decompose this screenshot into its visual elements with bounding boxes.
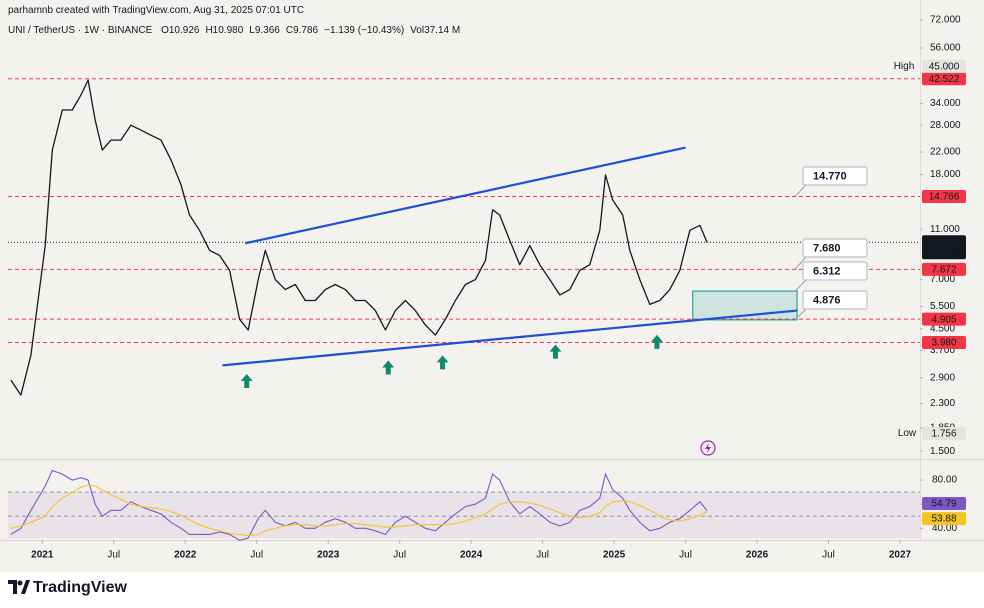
price-line-tag: 7.672	[931, 265, 956, 276]
logo-text: TradingView	[33, 579, 128, 596]
price-line-tag: 3.980	[931, 338, 956, 349]
callout-leader	[794, 256, 807, 270]
legend: UNI / TetherUS · 1W · BINANCE O10.926 H10…	[8, 25, 466, 36]
rsi-y-tick-label: 80.00	[932, 475, 957, 486]
y-tick-label: 3.700	[930, 345, 955, 356]
rsi-y-tick-label: 40.00	[932, 523, 957, 534]
rsi-tag: 53.88	[931, 514, 956, 525]
alert-icon	[700, 440, 716, 456]
ohlc-value: −1.139 (−10.43%)	[324, 25, 405, 36]
callout-leader	[794, 279, 807, 292]
trendline	[222, 309, 798, 367]
high-value: 45.000	[929, 62, 960, 73]
callout-label: 14.770	[813, 170, 847, 182]
callout-box	[802, 290, 868, 310]
y-tick-label: 22.000	[930, 147, 961, 158]
rsi-band	[8, 492, 920, 538]
price-line-tag-bg	[922, 72, 966, 86]
low-tag: Low	[898, 428, 917, 439]
rsi-series	[10, 484, 708, 537]
y-tick-label: 72.000	[930, 15, 961, 26]
countdown: 16:58:30	[925, 248, 964, 259]
rsi-tag-bg	[922, 497, 966, 511]
y-tick-label: 56.000	[930, 43, 961, 54]
x-tick-label: 2025	[603, 550, 626, 561]
x-tick-label: Jul	[536, 550, 549, 561]
x-tick-label: 2024	[460, 550, 483, 561]
high-tag: High	[894, 61, 915, 72]
support-arrow	[436, 355, 449, 370]
price-series	[10, 79, 708, 396]
price-line-tag: 42.522	[929, 74, 960, 85]
y-tick-label: 1.500	[930, 446, 955, 457]
callout-label: 6.312	[813, 265, 841, 277]
low-value-bg	[922, 427, 966, 441]
logo-icon	[8, 580, 30, 594]
low-value: 1.756	[931, 429, 956, 440]
support-arrow	[549, 344, 562, 359]
x-tick-label: 2026	[746, 550, 769, 561]
price-line-tag-bg	[922, 262, 966, 276]
rsi-tag-bg	[922, 512, 966, 526]
callout-box	[802, 238, 868, 258]
trendline	[245, 146, 686, 245]
ohlc-value: Vol37.14 M	[410, 25, 461, 36]
rsi-tag: 54.79	[931, 499, 956, 510]
high-value-bg	[922, 59, 966, 73]
ohlc-value: O10.926	[161, 25, 200, 36]
callout-box	[802, 166, 868, 186]
y-tick-label: 34.000	[930, 98, 961, 109]
callout-label: 7.680	[813, 242, 841, 254]
support-arrow	[382, 360, 395, 375]
price-line-tag: 4.905	[931, 314, 956, 325]
y-tick-label: 18.000	[930, 169, 961, 180]
credit: parhamnb created with TradingView.com, A…	[8, 5, 305, 16]
callout-box	[802, 261, 868, 281]
ohlc-value: C9.786	[285, 25, 319, 36]
x-tick-label: Jul	[107, 550, 120, 561]
rsi-series	[10, 469, 708, 541]
price-line-tag: 14.766	[929, 192, 960, 203]
x-tick-label: 2023	[317, 550, 340, 561]
y-tick-label: 4.500	[930, 323, 955, 334]
y-tick-label: 5.500	[930, 301, 955, 312]
x-tick-label: 2022	[174, 550, 197, 561]
price-line-tag-bg	[922, 335, 966, 349]
support-arrow	[650, 334, 663, 349]
y-tick-label: 7.000	[930, 274, 955, 285]
last-price: 9.786	[931, 237, 956, 248]
ohlc-value: H10.980	[205, 25, 244, 36]
x-tick-label: 2027	[889, 550, 912, 561]
ohlc-value: L9.366	[249, 25, 280, 36]
callout-leader	[794, 184, 807, 197]
x-tick-label: 2021	[31, 550, 54, 561]
y-tick-label: 28.000	[930, 120, 961, 131]
price-line-tag-bg	[922, 189, 966, 203]
x-tick-label: Jul	[393, 550, 406, 561]
y-tick-label: 2.900	[930, 372, 955, 383]
symbol: UNI / TetherUS · 1W · BINANCE	[8, 25, 153, 36]
y-tick-label: 2.300	[930, 398, 955, 409]
background	[0, 0, 984, 572]
y-tick-label: 11.000	[930, 224, 960, 235]
price-line-tag-bg	[922, 312, 966, 326]
x-tick-label: Jul	[679, 550, 692, 561]
callout-leader	[794, 308, 807, 321]
support-arrow	[240, 374, 253, 389]
x-tick-label: Jul	[822, 550, 835, 561]
last-price-bg	[922, 235, 966, 260]
callout-label: 4.876	[813, 294, 841, 306]
x-tick-label: Jul	[250, 550, 263, 561]
